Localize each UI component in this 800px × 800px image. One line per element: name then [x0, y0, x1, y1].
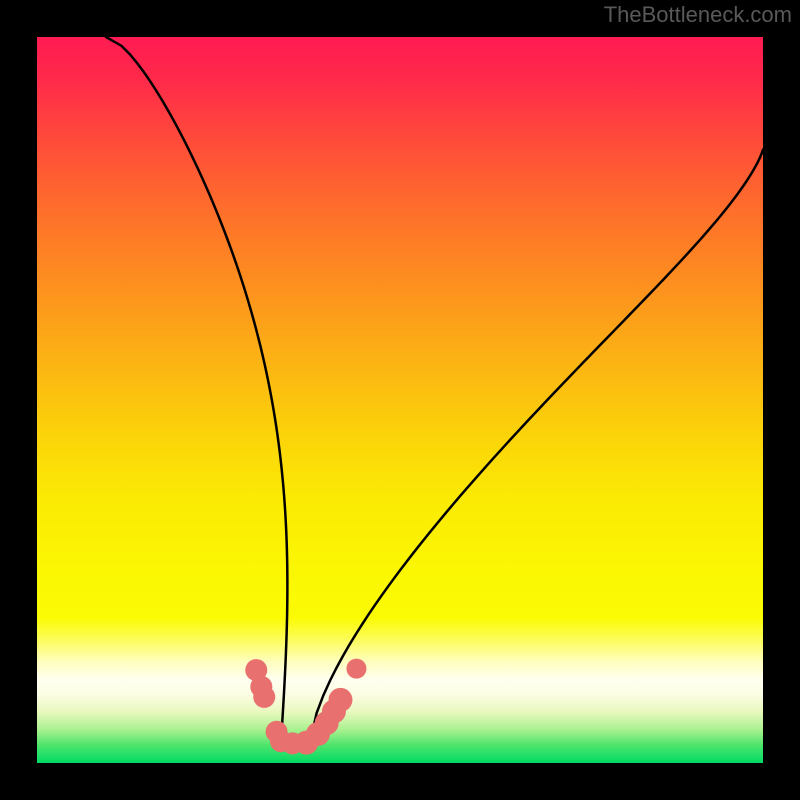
chart-container: TheBottleneck.com [0, 0, 800, 800]
plot-background [37, 37, 763, 763]
marker-point [346, 659, 366, 679]
watermark-label: TheBottleneck.com [604, 2, 792, 28]
marker-point [328, 688, 352, 712]
bottleneck-chart [0, 0, 800, 800]
marker-point [253, 686, 275, 708]
